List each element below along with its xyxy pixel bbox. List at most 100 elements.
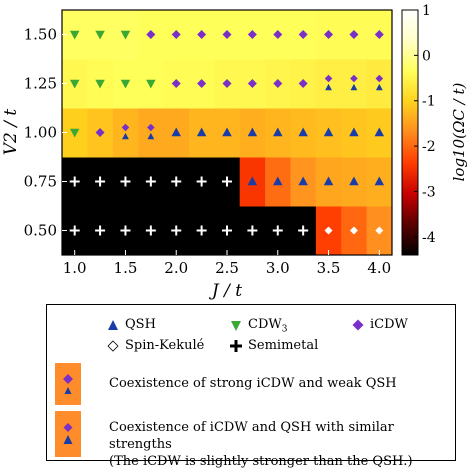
diamond-icon <box>352 319 364 330</box>
legend-similar-strength-label: Coexistence of iCDW and QSH with similar… <box>109 419 455 470</box>
qsh-marker <box>247 127 258 137</box>
qsh-marker <box>196 127 207 137</box>
icdw-marker <box>121 123 130 132</box>
semimetal-marker <box>196 180 207 183</box>
heatmap-cell <box>315 59 342 109</box>
qsh-marker <box>374 176 385 186</box>
x-axis: 1.0 1.5 2.0 2.5 3.0 3.5 4.0 <box>63 250 391 277</box>
qsh-marker <box>349 127 359 137</box>
swatch-strong-icdw-weak-qsh <box>55 363 81 405</box>
cdw3-marker <box>120 30 131 40</box>
legend-similar-line1: Coexistence of iCDW and QSH with similar… <box>109 420 394 452</box>
cdw3-marker <box>69 30 80 40</box>
x-tick-label: 3.0 <box>266 259 290 277</box>
semimetal-marker <box>69 229 80 232</box>
semimetal-marker <box>145 180 156 183</box>
icdw-marker <box>247 30 257 39</box>
colorbar-tick-label: -1 <box>422 94 436 110</box>
phase-diagram: 1.0 1.5 2.0 2.5 3.0 3.5 4.0 0.50 0.75 1.00 1.25 1.… <box>1 3 468 300</box>
y-tick-label: 0.50 <box>24 222 57 240</box>
qsh-marker <box>323 176 334 186</box>
semimetal-marker <box>171 229 182 232</box>
qsh-marker <box>374 127 385 137</box>
icdw-marker <box>222 79 232 88</box>
x-tick-label: 3.5 <box>317 259 341 277</box>
qsh-marker <box>325 83 332 91</box>
qsh-marker <box>122 132 129 140</box>
legend-item-spin-kekule: Spin-Kekulé <box>107 338 204 353</box>
legend-semimetal-label: Semimetal <box>248 338 319 353</box>
semimetal-marker <box>222 229 232 232</box>
icdw-marker <box>298 79 308 88</box>
legend-similar-line2: (The iCDW is slightly stronger than the … <box>109 454 413 469</box>
icdw-marker <box>324 30 334 39</box>
y-axis: 0.50 0.75 1.00 1.25 1.50 <box>24 26 67 240</box>
x-tick-label: 1.5 <box>114 259 138 277</box>
legend-item-icdw: iCDW <box>352 317 408 332</box>
semimetal-marker <box>95 229 106 232</box>
diamond-outline-icon <box>107 339 119 352</box>
legend-item-cdw3: CDW3 <box>230 317 287 335</box>
y-tick-label: 0.75 <box>24 173 57 191</box>
y-tick-label: 1.25 <box>24 75 57 93</box>
semimetal-marker <box>222 180 232 183</box>
triangle-down-icon <box>231 320 241 331</box>
spin-kekule-marker <box>375 226 384 235</box>
semimetal-marker <box>272 229 283 232</box>
heatmap-cell <box>138 108 165 158</box>
cdw3-marker <box>95 79 105 89</box>
qsh-marker <box>171 127 181 137</box>
qsh-marker <box>375 83 383 91</box>
diamond-icon <box>63 423 73 432</box>
legend-cdw3-subscript: 3 <box>281 324 288 335</box>
cdw3-marker <box>120 79 131 89</box>
legend-qsh-label: QSH <box>125 317 156 332</box>
legend-cdw3-label: CDW <box>248 317 282 332</box>
icdw-marker <box>375 74 384 83</box>
icdw-marker <box>324 74 333 83</box>
plus-icon <box>230 339 242 352</box>
icdw-marker <box>146 30 156 39</box>
qsh-marker <box>298 127 308 137</box>
x-tick-label: 4.0 <box>367 259 391 277</box>
x-tick-label: 1.0 <box>63 259 87 277</box>
heatmap-cell <box>112 108 139 158</box>
semimetal-marker <box>120 180 131 183</box>
semimetal-marker <box>145 229 156 232</box>
y-tick-label: 1.50 <box>24 26 57 44</box>
qsh-marker <box>298 176 308 186</box>
legend-spin-kekule-label: Spin-Kekulé <box>125 338 205 353</box>
icdw-marker <box>171 79 181 88</box>
colorbar-ticks: 1 0 -1 -2 -3 -4 <box>414 3 436 246</box>
triangle-up-icon <box>63 435 73 444</box>
y-axis-label: V2 / t <box>1 109 21 156</box>
colorbar-tick-label: -4 <box>422 230 436 246</box>
cdw3-marker <box>95 30 105 40</box>
semimetal-marker <box>298 229 309 232</box>
qsh-marker <box>273 127 283 137</box>
x-tick-label: 2.5 <box>215 259 239 277</box>
icdw-marker <box>197 30 207 39</box>
icdw-marker <box>197 79 207 88</box>
qsh-marker <box>349 176 359 186</box>
icdw-marker <box>298 30 308 39</box>
qsh-marker <box>247 176 258 186</box>
semimetal-marker <box>95 180 106 183</box>
icdw-marker <box>222 30 232 39</box>
icdw-marker <box>147 123 155 132</box>
legend-icdw-label: iCDW <box>370 317 408 332</box>
y-tick-label: 1.00 <box>24 124 57 142</box>
legend-strong-icdw-weak-qsh-label: Coexistence of strong iCDW and weak QSH <box>109 376 397 391</box>
spin-kekule-marker <box>324 226 333 235</box>
icdw-marker <box>374 30 384 39</box>
qsh-marker <box>273 176 283 186</box>
swatch-similar-strength <box>55 411 81 457</box>
colorbar-label: log10(ΩC / t) <box>450 82 468 181</box>
icdw-marker <box>95 128 105 137</box>
heatmap-cell <box>366 59 393 109</box>
x-axis-label: J / t <box>209 281 242 300</box>
legend: QSH CDW3 iCDW Spin-Kekulé Semimetal Coex… <box>46 304 456 469</box>
colorbar-tick-label: -3 <box>422 184 436 200</box>
legend-item-semimetal: Semimetal <box>230 338 318 353</box>
icdw-marker <box>171 30 181 39</box>
